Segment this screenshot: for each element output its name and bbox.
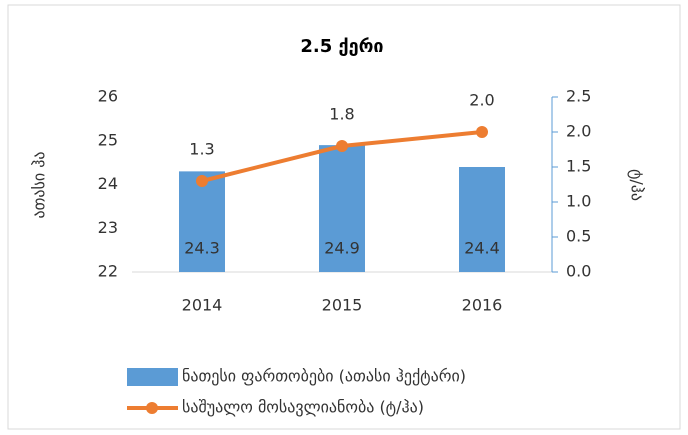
y2-tick-label: 0.0 <box>566 262 591 281</box>
chart-title: 2.5 ქერი <box>300 36 383 57</box>
bar-value-label: 24.9 <box>324 239 360 258</box>
bar-value-label: 24.4 <box>464 239 500 258</box>
line-value-label: 2.0 <box>469 91 494 110</box>
y-tick-label: 25 <box>98 130 118 149</box>
y2-tick-label: 1.5 <box>566 157 591 176</box>
y-tick-label: 22 <box>98 262 118 281</box>
y2-tick-label: 2.0 <box>566 122 591 141</box>
bar <box>179 171 225 272</box>
y2-tick-label: 0.5 <box>566 227 591 246</box>
y-tick-label: 26 <box>98 87 118 106</box>
y-tick-label: 24 <box>98 174 118 193</box>
x-tick-label: 2016 <box>462 296 503 315</box>
bar <box>459 167 505 272</box>
line-value-label: 1.8 <box>329 105 354 124</box>
legend-label: საშუალო მოსავლიანობა (ტ/ჰა) <box>182 398 424 417</box>
y-axis-label: ათასი ჰა <box>30 151 49 218</box>
x-tick-label: 2015 <box>322 296 363 315</box>
bar <box>319 145 365 272</box>
legend-label: ნათესი ფართობები (ათასი ჰექტარი) <box>182 367 466 386</box>
y2-tick-label: 1.0 <box>566 192 591 211</box>
legend-swatch <box>127 368 178 386</box>
line-marker <box>196 175 208 187</box>
line-marker <box>476 126 488 138</box>
y2-tick-label: 2.5 <box>566 87 591 106</box>
y-tick-label: 23 <box>98 218 118 237</box>
y2-axis-label: ტ/ჰა <box>628 169 647 201</box>
bar-value-label: 24.3 <box>184 239 220 258</box>
line-value-label: 1.3 <box>189 140 214 159</box>
x-tick-label: 2014 <box>182 296 223 315</box>
legend-marker <box>146 402 158 414</box>
line-marker <box>336 140 348 152</box>
